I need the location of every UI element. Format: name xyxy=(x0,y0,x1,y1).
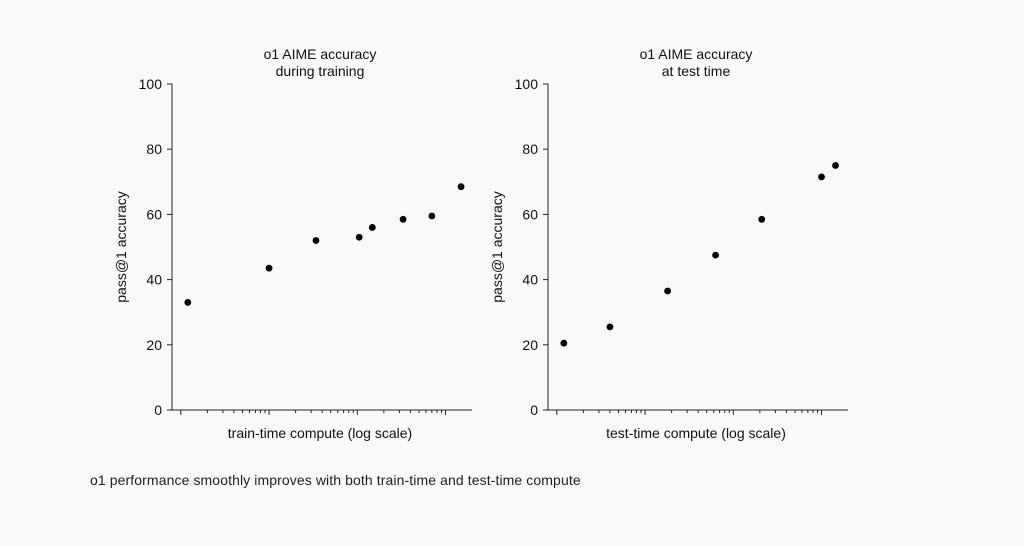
data-point xyxy=(368,224,376,231)
y-tick-label: 100 xyxy=(139,76,163,92)
y-tick-label: 40 xyxy=(146,272,162,288)
data-points xyxy=(184,183,465,306)
y-tick-label: 100 xyxy=(515,76,539,92)
y-ticks: 0 20 40 60 80 100 xyxy=(515,76,548,418)
data-point xyxy=(312,237,320,244)
data-point xyxy=(818,173,825,181)
data-point xyxy=(606,323,614,331)
data-point xyxy=(560,339,568,347)
data-point xyxy=(428,212,436,220)
data-points xyxy=(560,162,839,347)
y-ticks: 0 20 40 60 80 100 xyxy=(139,76,172,418)
x-axis-label: train-time compute (log scale) xyxy=(228,425,412,441)
y-tick-label: 60 xyxy=(522,206,538,222)
chart-title-line-1: o1 AIME accuracy xyxy=(264,46,377,62)
y-tick-label: 60 xyxy=(146,206,162,222)
chart-title-line-2: during training xyxy=(276,63,365,79)
figure-caption: o1 performance smoothly improves with bo… xyxy=(90,472,581,488)
y-tick-label: 80 xyxy=(522,141,538,157)
data-point xyxy=(664,287,671,295)
y-tick-label: 0 xyxy=(530,402,538,418)
y-axis-label: pass@1 accuracy xyxy=(113,191,129,302)
y-tick-label: 20 xyxy=(146,337,162,353)
data-point xyxy=(712,251,719,259)
data-point xyxy=(758,215,766,223)
y-tick-label: 80 xyxy=(146,141,162,157)
y-axis-label: pass@1 accuracy xyxy=(489,191,505,302)
chart-train-time: o1 AIME accuracy during training pass@1 … xyxy=(113,46,472,441)
data-point xyxy=(399,215,407,223)
y-tick-label: 20 xyxy=(522,337,538,353)
data-point xyxy=(457,183,465,191)
y-tick-label: 40 xyxy=(522,272,538,288)
x-axis-label: test-time compute (log scale) xyxy=(606,425,786,441)
y-tick-label: 0 xyxy=(154,402,162,418)
chart-title-line-2: at test time xyxy=(662,63,731,79)
chart-test-time: o1 AIME accuracy at test time pass@1 acc… xyxy=(489,46,848,441)
data-point xyxy=(265,264,273,272)
x-ticks xyxy=(556,410,823,415)
data-point xyxy=(832,162,839,169)
x-ticks xyxy=(180,410,447,415)
data-point xyxy=(184,299,192,306)
chart-title-line-1: o1 AIME accuracy xyxy=(640,46,753,62)
data-point xyxy=(355,233,363,241)
